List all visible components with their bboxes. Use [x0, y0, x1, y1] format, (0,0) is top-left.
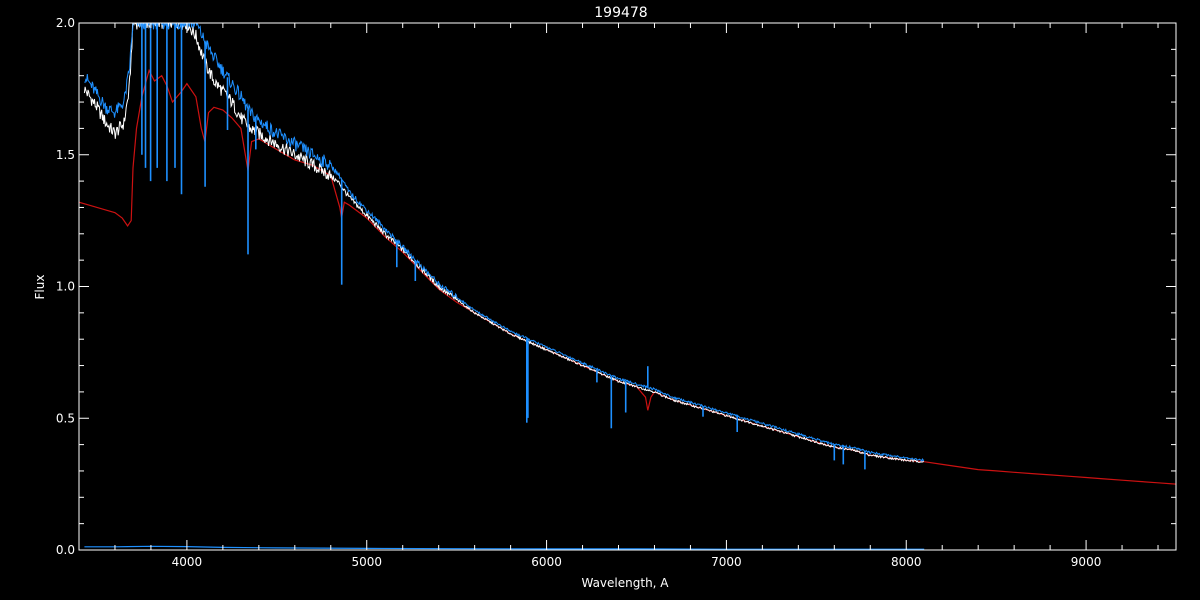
x-tick-label: 4000: [172, 555, 203, 569]
x-tick-label: 5000: [351, 555, 382, 569]
x-tick-label: 6000: [531, 555, 562, 569]
y-tick-label: 1.0: [56, 280, 75, 294]
chart-title: 199478: [594, 5, 647, 21]
axes: 4000 5000 6000 7000 8000 9000 0.0 0.5 1.0 1.5 2.0: [56, 16, 1177, 569]
y-tick-label: 1.5: [56, 148, 75, 162]
x-axis-label: Wavelength, A: [581, 576, 669, 590]
series-line-model-red: [79, 68, 1176, 485]
y-tick-label: 0.5: [56, 411, 75, 425]
series-line-observed-blue: [84, 23, 925, 462]
x-tick-label: 9000: [1071, 555, 1102, 569]
series-line-observed-white: [83, 23, 925, 463]
y-axis-label: Flux: [33, 275, 47, 300]
y-tick-label: 2.0: [56, 16, 75, 30]
y-tick-label: 0.0: [56, 543, 75, 557]
x-tick-label: 8000: [891, 555, 922, 569]
x-tick-label: 7000: [711, 555, 742, 569]
